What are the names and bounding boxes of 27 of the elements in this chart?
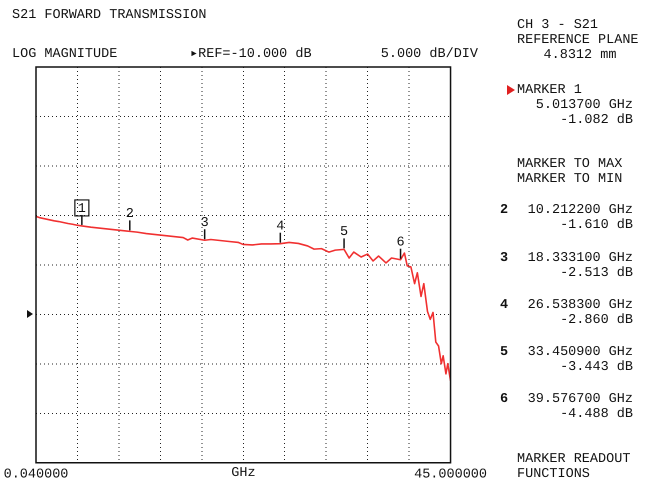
annotation: 1 xyxy=(78,202,86,217)
text: ▸REF=-10.000 dB xyxy=(190,47,312,62)
text: MARKER READOUT FUNCTIONS xyxy=(517,452,630,482)
text: 5 xyxy=(500,345,508,360)
text: MARKER TO MAX MARKER TO MIN xyxy=(517,157,622,187)
text: 6 xyxy=(500,392,508,407)
text: MARKER 1 5.013700 GHz -1.082 dB xyxy=(517,83,633,128)
annotation: 6 xyxy=(396,236,405,251)
text: 4 xyxy=(500,298,508,313)
text: 39.576700 GHz -4.488 dB xyxy=(526,392,633,422)
annotation: 2 xyxy=(126,207,134,222)
annotation: 4 xyxy=(276,220,284,235)
chart-subtitle: LOG MAGNITUDE xyxy=(12,47,118,62)
chart-title: S21 FORWARD TRANSMISSION xyxy=(12,8,206,23)
x-tick-label: 45.000000 xyxy=(414,467,488,482)
text: 2 xyxy=(500,203,508,218)
text: 5.000 dB/DIV xyxy=(380,47,478,62)
text: 10.212200 GHz -1.610 dB xyxy=(526,203,633,233)
text: CH 3 - S21 REFERENCE PLANE 4.8312 mm xyxy=(517,18,640,63)
text: 18.333100 GHz -2.513 dB xyxy=(526,251,633,281)
x-tick-label: 0.040000 xyxy=(4,467,68,482)
text: 26.538300 GHz -2.860 dB xyxy=(526,298,633,328)
annotation: 5 xyxy=(340,225,348,240)
annotation: 3 xyxy=(200,216,209,232)
text: 33.450900 GHz -3.443 dB xyxy=(526,345,633,375)
text: 3 xyxy=(500,251,508,266)
x-axis-title: GHz xyxy=(231,466,256,481)
